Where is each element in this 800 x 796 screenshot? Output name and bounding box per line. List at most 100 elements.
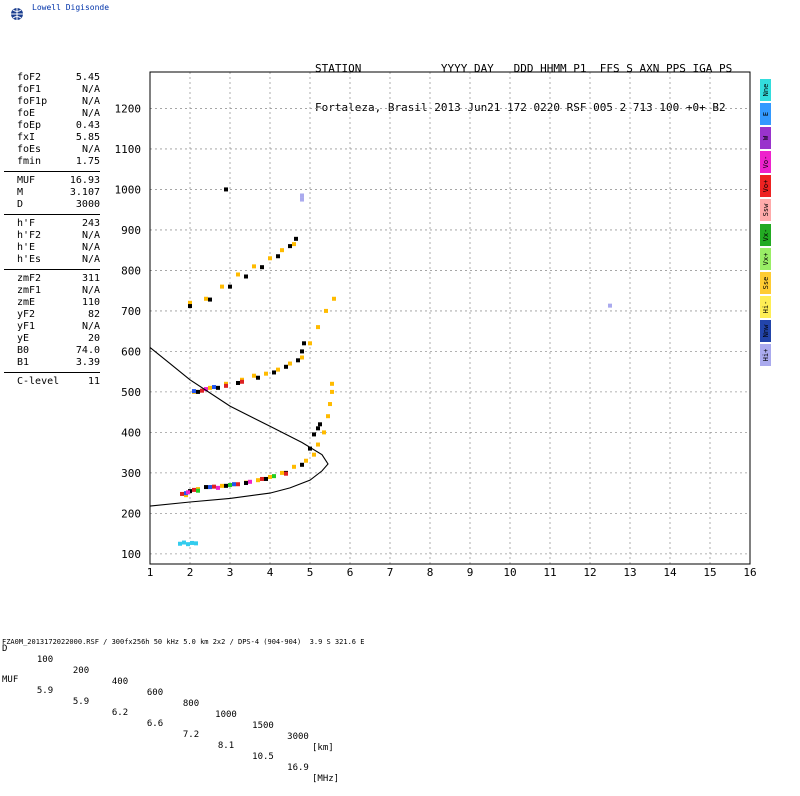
echo-point xyxy=(186,542,190,547)
param-value: 16.93 xyxy=(69,175,100,186)
polarization-legend: Nne E W Vo- Vo+ Ssw Vx- Vx+ Sse Hi- Nnw Hi+ xyxy=(760,79,771,368)
param-label: h'E xyxy=(17,242,36,253)
param-label: MUF xyxy=(17,175,36,186)
muf-value: 5.9 xyxy=(72,697,90,707)
lowell-logo: Lowell Digisonde xyxy=(8,2,128,24)
param-row: yF1 N/A xyxy=(4,321,100,333)
echo-point xyxy=(204,296,208,301)
param-value: 5.85 xyxy=(75,132,100,143)
echo-point xyxy=(220,284,224,289)
y-tick-label: 800 xyxy=(121,264,141,277)
param-row: foE N/A xyxy=(4,108,100,120)
echo-point xyxy=(244,481,248,486)
x-tick-label: 4 xyxy=(267,566,274,579)
param-value: N/A xyxy=(81,254,100,265)
param-row: M 3.107 xyxy=(4,187,100,199)
param-row: fxI 5.85 xyxy=(4,132,100,144)
x-tick-label: 11 xyxy=(543,566,556,579)
legend-label: W xyxy=(761,136,770,141)
echo-point xyxy=(184,493,188,498)
echo-point xyxy=(228,284,232,289)
x-tick-label: 3 xyxy=(227,566,234,579)
echo-point xyxy=(292,464,296,469)
echo-point xyxy=(264,371,268,376)
param-value: N/A xyxy=(81,285,100,296)
param-value: 1.75 xyxy=(75,156,100,167)
echo-point xyxy=(240,379,244,384)
echo-point xyxy=(200,388,204,393)
header-line-2: Fortaleza, Brasil 2013 Jun21 172 0220 RS… xyxy=(315,101,726,114)
echo-point xyxy=(276,367,280,372)
echo-point xyxy=(316,426,320,431)
legend-label: Sse xyxy=(761,276,770,290)
legend-swatch: W xyxy=(760,127,771,150)
x-tick-label: 15 xyxy=(703,566,716,579)
legend-swatch: Vx- xyxy=(760,223,771,246)
echo-point xyxy=(272,474,276,479)
muf-unit: [MHz] xyxy=(312,774,340,784)
echo-point xyxy=(330,389,334,394)
muf-value: 16.9 xyxy=(287,763,309,773)
param-label: h'Es xyxy=(17,254,42,265)
echo-point xyxy=(294,236,298,241)
muf-table: D 100 200 400 600 800 1000 1500 3000 [km… xyxy=(2,613,339,784)
param-label: B1 xyxy=(17,357,30,368)
echo-point xyxy=(240,377,244,382)
muf-value: 6.2 xyxy=(111,708,129,718)
echo-point xyxy=(276,254,280,259)
legend-swatch: Hi+ xyxy=(760,344,771,367)
param-label: fxI xyxy=(17,132,36,143)
echo-point xyxy=(212,484,216,489)
d-value: 600 xyxy=(146,688,164,698)
echo-point xyxy=(292,242,296,247)
d-unit: [km] xyxy=(312,743,334,753)
param-value: 5.45 xyxy=(75,72,100,83)
echo-point xyxy=(194,541,198,546)
legend-swatch: E xyxy=(760,103,771,126)
echo-point xyxy=(280,470,284,475)
param-row: D 3000 xyxy=(4,199,100,211)
param-value: 11 xyxy=(87,376,100,387)
param-row: fmin 1.75 xyxy=(4,156,100,168)
echo-point xyxy=(216,485,220,490)
echo-point xyxy=(268,256,272,261)
echo-point xyxy=(236,272,240,277)
param-value: 243 xyxy=(81,218,100,229)
echo-point xyxy=(182,540,186,545)
echo-point xyxy=(192,389,196,394)
x-tick-label: 6 xyxy=(347,566,354,579)
legend-swatch: Vo- xyxy=(760,151,771,174)
echo-point xyxy=(196,488,200,493)
param-label: zmF2 xyxy=(17,273,42,284)
y-tick-label: 200 xyxy=(121,507,141,520)
y-tick-label: 500 xyxy=(121,386,141,399)
param-row: h'E N/A xyxy=(4,242,100,254)
echo-point xyxy=(228,483,232,488)
x-tick-label: 13 xyxy=(623,566,636,579)
echo-point xyxy=(256,478,260,483)
echo-point xyxy=(224,483,228,488)
globe-icon xyxy=(11,8,23,20)
legend-swatch: Nne xyxy=(760,79,771,101)
echo-point xyxy=(232,482,236,487)
param-value: N/A xyxy=(81,96,100,107)
echo-point xyxy=(300,193,304,198)
echo-point xyxy=(178,541,182,546)
echo-point xyxy=(196,389,200,394)
y-tick-labels: 100 200 300 400 500 600 700 800 900 1000 1100 1200 xyxy=(115,102,142,560)
panel-separator xyxy=(4,214,100,215)
legend-swatch: Vo+ xyxy=(760,175,771,198)
param-value: N/A xyxy=(81,321,100,332)
legend-label: Ssw xyxy=(761,204,770,217)
param-value: 110 xyxy=(81,297,100,308)
param-row: zmF2 311 xyxy=(4,273,100,285)
legend-swatch: Hi- xyxy=(760,295,771,318)
y-tick-label: 600 xyxy=(121,345,141,358)
param-label: yF1 xyxy=(17,321,36,332)
d-label: D xyxy=(2,644,8,654)
param-row: B1 3.39 xyxy=(4,357,100,369)
param-row: zmE 110 xyxy=(4,297,100,309)
param-label: h'F2 xyxy=(17,230,42,241)
echo-point xyxy=(312,452,316,457)
param-value: 20 xyxy=(87,333,100,344)
